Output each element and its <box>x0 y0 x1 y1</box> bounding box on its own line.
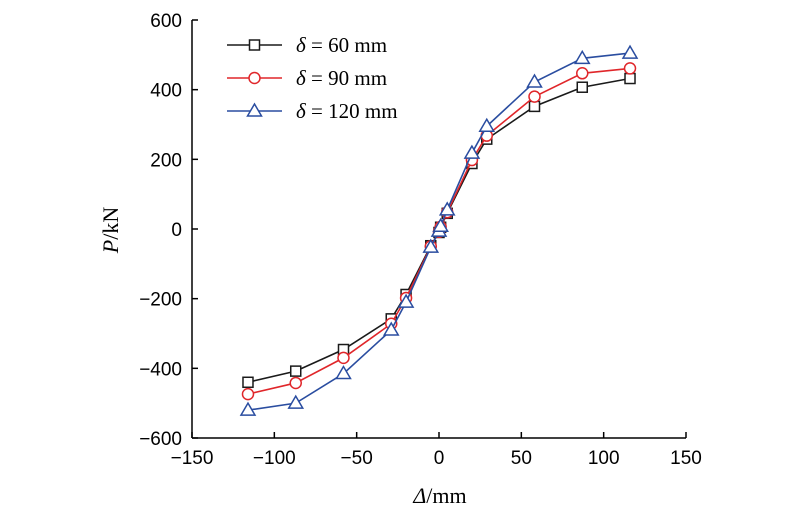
legend-label: δ = 90 mm <box>296 66 387 90</box>
data-point <box>241 387 255 401</box>
data-point <box>335 365 352 380</box>
data-point <box>289 365 302 377</box>
x-tick-label: −50 <box>341 448 373 469</box>
data-point <box>382 321 400 336</box>
y-tick-label: 600 <box>150 11 182 32</box>
x-tick-label: 150 <box>670 448 702 469</box>
series-layer <box>239 44 639 416</box>
data-point <box>337 351 350 365</box>
data-point <box>526 73 543 88</box>
legend-item: δ = 90 mm <box>227 66 387 90</box>
x-axis-label-unit: /mm <box>426 483 466 508</box>
legend-item: δ = 120 mm <box>227 99 398 123</box>
data-point <box>397 293 415 308</box>
legend-label-symbol: δ <box>296 99 307 123</box>
legend-label-symbol: δ <box>296 33 307 57</box>
data-point <box>576 81 589 93</box>
data-point <box>438 201 456 216</box>
axes: −150 −100 −50 0 50 100 150 −600 −400 −200 0 200 400 6… <box>139 11 702 469</box>
legend-label-symbol: δ <box>296 66 307 90</box>
x-axis-label-symbol: Δ <box>412 483 426 508</box>
data-point <box>621 44 639 59</box>
data-point <box>463 144 481 159</box>
x-tick-label: 0 <box>434 448 445 469</box>
legend-label: δ = 120 mm <box>296 99 398 123</box>
data-point <box>432 217 449 232</box>
data-point <box>624 72 636 85</box>
y-axis-label: P/kN <box>98 207 123 255</box>
series-3 <box>239 44 639 416</box>
y-tick-label: 200 <box>150 150 182 171</box>
legend-item: δ = 60 mm <box>227 33 387 57</box>
data-point <box>239 401 257 416</box>
legend-marker <box>246 102 263 117</box>
legend-marker <box>248 71 261 85</box>
legend-label-text: = 60 mm <box>306 33 387 57</box>
legend: δ = 60 mmδ = 90 mmδ = 120 mm <box>227 33 398 123</box>
y-tick-label: −400 <box>139 359 182 380</box>
legend-marker <box>248 39 261 51</box>
y-axis-label-symbol: P <box>98 240 123 254</box>
legend-label: δ = 60 mm <box>296 33 387 57</box>
y-tick-label: 0 <box>171 220 182 241</box>
data-point <box>573 49 591 65</box>
data-point <box>623 62 637 75</box>
y-tick-label: −600 <box>139 429 182 450</box>
y-tick-label: −200 <box>139 290 182 311</box>
y-tick-label: 400 <box>150 81 182 102</box>
legend-label-text: = 120 mm <box>306 99 398 123</box>
legend-label-text: = 90 mm <box>306 66 387 90</box>
data-point <box>422 238 440 253</box>
data-point <box>528 100 541 113</box>
data-point <box>242 376 254 389</box>
data-point <box>478 117 496 132</box>
x-tick-label: 100 <box>588 448 620 469</box>
x-tick-label: 50 <box>511 448 532 469</box>
x-tick-label: −150 <box>171 448 214 469</box>
x-axis-label: Δ/mm <box>412 483 466 508</box>
data-point <box>287 394 305 409</box>
data-point <box>289 376 302 390</box>
y-axis-label-unit: /kN <box>98 207 123 240</box>
data-point <box>528 90 541 103</box>
data-point <box>576 67 589 80</box>
x-tick-label: −100 <box>253 448 296 469</box>
